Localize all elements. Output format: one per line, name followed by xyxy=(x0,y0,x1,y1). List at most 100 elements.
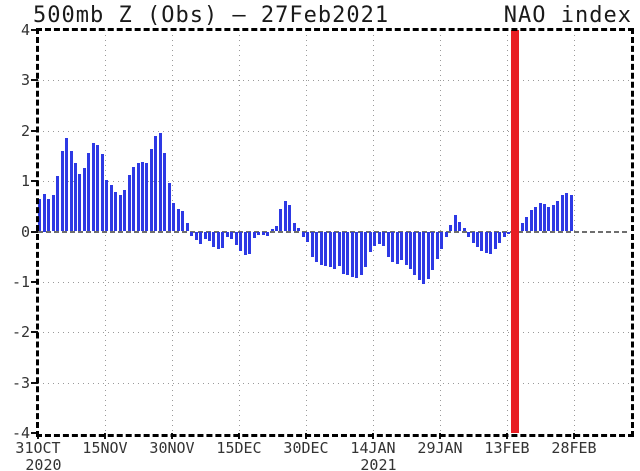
bar xyxy=(502,231,506,238)
current-date-marker xyxy=(511,30,520,433)
gridline-horizontal xyxy=(38,382,630,384)
bar xyxy=(319,231,323,265)
bar xyxy=(426,231,430,279)
bar xyxy=(417,231,421,281)
bar xyxy=(449,224,453,232)
bar xyxy=(270,228,274,232)
x-axis-tick xyxy=(305,433,307,439)
bar xyxy=(132,166,136,232)
bar xyxy=(87,153,91,232)
bar xyxy=(203,231,207,239)
bar xyxy=(149,149,153,232)
bar xyxy=(42,193,46,232)
bar xyxy=(212,231,216,248)
gridline-horizontal xyxy=(38,130,630,132)
bar xyxy=(556,201,560,232)
gridline-horizontal xyxy=(38,80,630,82)
bar xyxy=(167,182,171,232)
bar xyxy=(489,231,493,255)
bar xyxy=(154,135,158,232)
bar xyxy=(422,231,426,284)
bar xyxy=(462,228,466,232)
bar xyxy=(337,231,341,267)
bar xyxy=(315,231,319,263)
x-axis-label: 30DEC xyxy=(283,439,329,457)
x-axis-tick xyxy=(171,433,173,439)
bar xyxy=(91,142,95,232)
bar xyxy=(74,163,78,232)
bar xyxy=(100,154,104,232)
bar xyxy=(279,208,283,232)
gridline-horizontal xyxy=(38,181,630,183)
x-axis-tick xyxy=(104,433,106,439)
y-axis-label: 0 xyxy=(20,222,30,241)
bar xyxy=(453,214,457,232)
bar xyxy=(181,210,185,232)
bar xyxy=(440,231,444,249)
bar xyxy=(69,150,73,232)
bar xyxy=(310,231,314,258)
x-axis-year-label: 2020 xyxy=(25,456,62,471)
bar xyxy=(172,203,176,232)
bar xyxy=(158,133,162,232)
bar xyxy=(275,226,279,232)
x-axis-tick xyxy=(573,433,575,439)
bar xyxy=(141,162,145,232)
bar xyxy=(65,138,69,232)
bar xyxy=(208,231,212,242)
bar xyxy=(56,176,60,232)
y-axis-tick xyxy=(31,29,38,31)
x-axis-tick xyxy=(372,433,374,439)
y-axis-tick xyxy=(31,230,38,233)
bar xyxy=(96,144,100,232)
bar xyxy=(458,221,462,232)
bar xyxy=(60,150,64,232)
bar xyxy=(38,198,42,232)
bar xyxy=(346,231,350,276)
bar xyxy=(534,206,538,232)
bar xyxy=(324,231,328,267)
bar xyxy=(105,179,109,232)
bar xyxy=(467,231,471,237)
bar xyxy=(350,231,354,278)
y-axis-label: -2 xyxy=(11,323,30,342)
bar xyxy=(565,192,569,232)
bar xyxy=(118,194,122,232)
bar xyxy=(373,231,377,247)
bar xyxy=(297,228,301,232)
bar xyxy=(484,231,488,254)
x-axis-tick xyxy=(238,433,240,439)
bar xyxy=(199,231,203,245)
bar xyxy=(136,162,140,232)
x-axis-label: 29JAN xyxy=(417,439,463,457)
bar xyxy=(292,222,296,232)
bar xyxy=(109,184,113,232)
bar xyxy=(51,195,55,232)
bar xyxy=(47,198,51,232)
x-axis-label: 15NOV xyxy=(82,439,128,457)
bar xyxy=(377,231,381,244)
x-axis-label: 13FEB xyxy=(484,439,530,457)
x-axis-label: 14JAN xyxy=(350,439,396,457)
bar xyxy=(364,231,368,268)
bar xyxy=(395,231,399,264)
y-axis-tick xyxy=(31,79,38,82)
y-axis-label: 4 xyxy=(20,21,30,39)
bar xyxy=(328,231,332,268)
bar xyxy=(145,163,149,232)
bar xyxy=(261,231,265,235)
bar xyxy=(368,231,372,253)
gridline-horizontal xyxy=(38,281,630,283)
y-axis-label: -3 xyxy=(11,373,30,392)
x-axis-label: 15DEC xyxy=(216,439,262,457)
bar xyxy=(221,231,225,249)
bar xyxy=(480,231,484,251)
bar xyxy=(306,231,310,243)
x-axis-label: 28FEB xyxy=(551,439,597,457)
bar xyxy=(176,208,180,232)
y-axis-tick xyxy=(31,432,38,434)
y-axis-tick xyxy=(31,129,38,132)
bar xyxy=(435,231,439,259)
bar xyxy=(230,231,234,239)
bar xyxy=(569,195,573,232)
